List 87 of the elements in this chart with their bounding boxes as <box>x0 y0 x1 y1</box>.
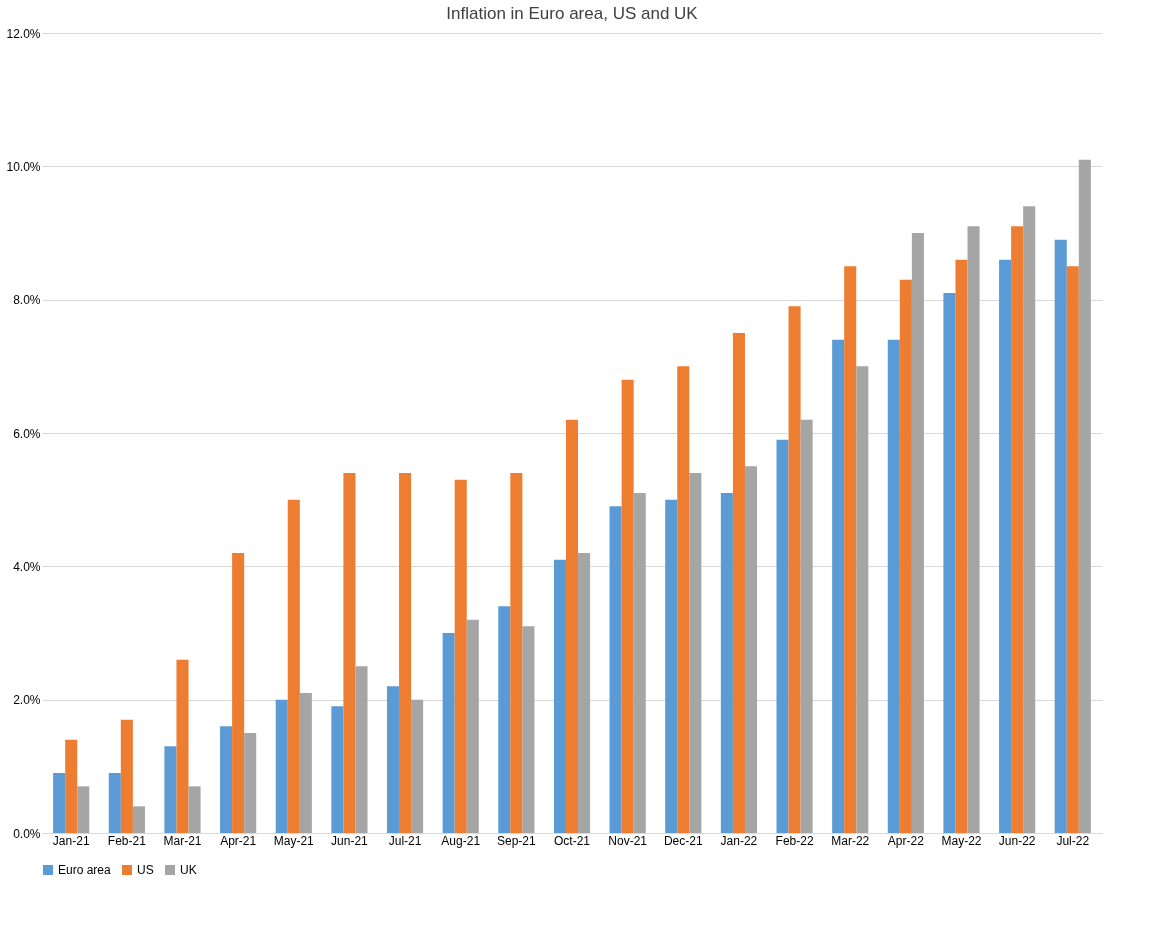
x-tick-label: Jan-21 <box>52 833 90 848</box>
bar <box>343 473 356 833</box>
x-tick-label: Apr-21 <box>220 833 257 848</box>
x-tick-label: Jun-21 <box>331 833 369 848</box>
x-tick-label: Nov-21 <box>608 833 648 848</box>
bar <box>720 493 733 833</box>
bar <box>164 746 177 833</box>
y-tick-label: 6.0% <box>13 426 41 441</box>
x-tick-label: Aug-21 <box>441 833 481 848</box>
bar <box>689 473 702 833</box>
x-tick-label: Oct-21 <box>553 833 591 848</box>
bar <box>677 366 690 833</box>
x-tick-label: Sep-21 <box>497 833 537 848</box>
bar <box>744 466 758 833</box>
x-tick-label: May-21 <box>273 833 315 848</box>
bar <box>355 666 368 833</box>
bar <box>943 293 956 833</box>
bar <box>498 606 511 833</box>
bar <box>399 473 412 833</box>
bar <box>1011 226 1024 833</box>
bar <box>188 786 201 833</box>
bar <box>510 473 523 833</box>
y-tick-label: 8.0% <box>13 293 41 308</box>
bar <box>132 806 145 833</box>
bar <box>665 499 678 833</box>
y-tick-label: 0.0% <box>13 826 41 841</box>
x-tick-label: Mar-21 <box>163 833 202 848</box>
x-tick-label: Feb-21 <box>107 833 147 848</box>
bar <box>788 306 801 833</box>
bar <box>232 553 245 833</box>
bar <box>386 686 400 833</box>
bar <box>553 559 566 833</box>
x-tick-label: May-22 <box>941 833 982 848</box>
bar <box>887 339 900 833</box>
x-tick-label: Feb-22 <box>775 833 814 848</box>
bar <box>578 553 591 833</box>
x-tick-label: Apr-22 <box>887 833 925 848</box>
legend-label: US <box>137 863 154 877</box>
y-tick-label: 10.0% <box>6 159 41 174</box>
bar <box>466 619 479 833</box>
x-tick-label: Jun-22 <box>998 833 1036 848</box>
bar <box>911 233 924 833</box>
bar <box>108 773 121 833</box>
bar <box>220 726 233 833</box>
bar <box>732 333 745 833</box>
bar <box>955 259 968 833</box>
bar <box>1066 266 1079 833</box>
bar <box>800 419 813 833</box>
bar <box>65 739 78 833</box>
y-tick-label: 2.0% <box>13 693 41 708</box>
chart-title: Inflation in Euro area, US and UK <box>446 4 699 23</box>
bar <box>454 479 467 833</box>
bar <box>287 499 300 833</box>
bar <box>77 786 90 833</box>
y-tick-label: 12.0% <box>6 26 41 41</box>
bar <box>565 419 579 833</box>
y-tick-label: 4.0% <box>13 559 41 574</box>
bar <box>776 439 789 833</box>
bar <box>411 699 424 833</box>
x-tick-label: Jul-21 <box>388 833 422 848</box>
bar <box>244 733 257 833</box>
bar <box>1078 159 1091 833</box>
bar <box>844 266 857 833</box>
bar <box>120 719 133 833</box>
bar <box>176 659 189 833</box>
bar <box>609 506 622 833</box>
bar <box>275 699 288 833</box>
legend-label: Euro area <box>58 863 112 877</box>
bar <box>53 773 66 833</box>
bar <box>967 226 980 833</box>
bar <box>299 693 312 833</box>
bar <box>1023 206 1036 833</box>
bar <box>633 493 646 833</box>
x-tick-label: Jul-22 <box>1056 833 1090 848</box>
x-tick-label: Dec-21 <box>663 833 703 848</box>
bar <box>442 633 455 833</box>
x-tick-label: Jan-22 <box>720 833 758 848</box>
x-tick-label: Mar-22 <box>831 833 870 848</box>
bar <box>999 259 1012 833</box>
bar <box>621 379 634 833</box>
bar <box>331 706 344 833</box>
bar <box>856 366 869 833</box>
legend-label: UK <box>180 863 197 877</box>
bar <box>1054 239 1067 833</box>
bar <box>522 626 535 833</box>
bar <box>899 279 912 833</box>
bar <box>832 339 845 833</box>
